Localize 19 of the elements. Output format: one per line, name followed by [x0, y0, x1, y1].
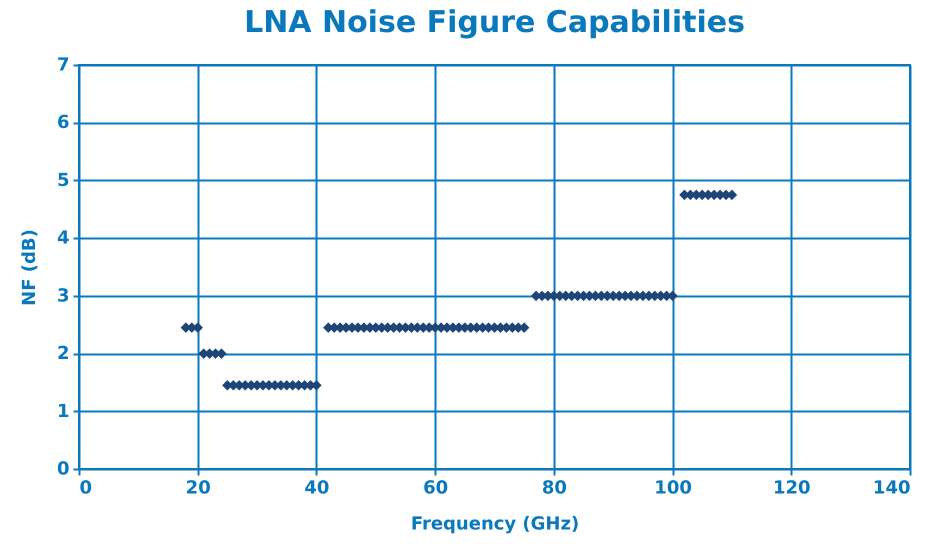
y-tick-label: 3	[56, 285, 70, 306]
y-tick-label: 1	[56, 400, 70, 422]
chart-title: LNA Noise Figure Capabilities	[244, 5, 745, 40]
y-tick-label: 4	[56, 228, 70, 249]
x-tick-label: 80	[542, 478, 567, 498]
y-tick-label: 6	[56, 112, 70, 134]
x-tick-label: 140	[872, 478, 910, 498]
x-tick-label: 20	[186, 478, 211, 498]
y-tick-label: 2	[56, 343, 70, 364]
x-tick-label: 60	[423, 478, 448, 498]
x-axis-title: Frequency (GHz)	[410, 514, 580, 534]
y-axis-title: NF (dB)	[18, 229, 40, 306]
y-tick-label: 0	[56, 458, 70, 480]
x-tick-label: 120	[772, 478, 811, 498]
x-tick-label: 40	[304, 478, 330, 498]
y-tick-label: 7	[56, 54, 70, 76]
y-tick-label: 5	[56, 170, 70, 191]
x-tick-label: 0	[80, 478, 92, 498]
x-tick-label: 100	[654, 478, 692, 498]
